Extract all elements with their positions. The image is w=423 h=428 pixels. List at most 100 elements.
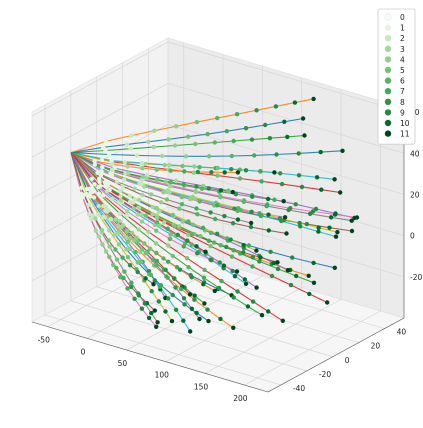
step-point <box>226 188 231 193</box>
grid-z-left <box>31 82 169 158</box>
trajectory-line <box>71 117 304 154</box>
y-axis-line <box>267 317 405 393</box>
step-point <box>127 246 133 251</box>
x-tick-label: 100 <box>155 371 170 380</box>
step-point <box>181 244 186 249</box>
step-point <box>128 146 133 151</box>
step-point <box>281 199 286 204</box>
step-point <box>105 209 110 214</box>
step-point <box>192 297 197 302</box>
step-point <box>230 189 235 195</box>
step-point <box>110 167 115 172</box>
step-point <box>333 234 339 239</box>
step-point <box>170 292 175 298</box>
step-point <box>181 182 186 187</box>
step-point <box>186 134 191 139</box>
x-tick-label: 150 <box>194 382 209 391</box>
step-point <box>135 212 140 217</box>
step-point <box>230 221 236 226</box>
step-point <box>121 177 127 183</box>
legend-label: 4 <box>400 55 405 64</box>
step-point <box>128 284 134 290</box>
step-point <box>133 249 138 255</box>
step-point <box>146 139 151 144</box>
step-point <box>89 189 95 195</box>
step-point <box>103 148 108 153</box>
step-point <box>174 265 180 270</box>
step-point <box>139 212 144 217</box>
step-point <box>134 153 140 158</box>
step-point <box>271 260 276 266</box>
trajectory-line <box>70 152 278 263</box>
step-point <box>265 196 271 202</box>
step-point <box>117 211 123 216</box>
trajectory-line <box>70 152 338 233</box>
step-point <box>118 194 123 199</box>
step-point <box>96 203 101 209</box>
step-point <box>206 318 211 324</box>
step-point <box>163 179 168 185</box>
step-point <box>125 255 131 260</box>
step-point <box>206 238 212 243</box>
step-point <box>259 313 265 318</box>
trajectory-line <box>70 152 287 235</box>
step-point <box>230 268 235 274</box>
step-point <box>194 310 199 316</box>
step-point <box>250 299 256 304</box>
legend-marker <box>384 98 392 106</box>
step-point <box>192 293 197 298</box>
step-point <box>171 276 177 281</box>
step-point <box>166 296 171 301</box>
step-point <box>194 206 199 211</box>
step-point <box>185 238 190 243</box>
step-point <box>127 263 133 268</box>
step-point <box>229 167 234 172</box>
step-point <box>254 108 259 113</box>
trajectory-line <box>70 152 341 194</box>
step-point <box>205 131 210 137</box>
step-point <box>259 213 264 218</box>
step-point <box>143 251 148 256</box>
step-point <box>173 307 179 312</box>
step-point <box>129 280 134 285</box>
step-point <box>206 186 211 191</box>
step-point <box>160 153 165 159</box>
step-point <box>167 190 172 195</box>
step-point <box>177 267 183 272</box>
step-point <box>149 192 154 197</box>
step-point <box>294 273 299 279</box>
legend-marker <box>384 66 392 74</box>
step-point <box>100 164 105 170</box>
step-point <box>166 243 171 248</box>
grid-x-floor <box>204 299 342 374</box>
trajectory-line <box>70 152 252 224</box>
step-point <box>154 220 160 225</box>
step-point <box>234 269 240 274</box>
step-point <box>163 309 168 314</box>
step-point <box>107 228 112 233</box>
step-point <box>146 229 151 234</box>
step-point <box>215 203 220 208</box>
step-point <box>108 217 114 222</box>
step-point <box>190 222 196 227</box>
step-point <box>212 288 217 294</box>
step-point <box>282 119 287 125</box>
legend-label: 11 <box>400 130 410 139</box>
step-point <box>174 178 179 184</box>
step-point <box>221 263 227 268</box>
trajectory-line <box>70 152 263 316</box>
step-point <box>275 260 280 265</box>
step-point <box>197 316 202 322</box>
legend-marker <box>384 109 392 116</box>
step-point <box>201 282 206 287</box>
step-point <box>96 234 102 239</box>
step-point <box>107 254 112 260</box>
step-point <box>286 207 291 213</box>
step-point <box>205 307 210 312</box>
x-tick-label: 0 <box>81 347 86 356</box>
step-point <box>181 318 186 323</box>
step-point <box>178 286 184 292</box>
step-point <box>158 283 164 288</box>
grid-z-back <box>167 41 405 113</box>
